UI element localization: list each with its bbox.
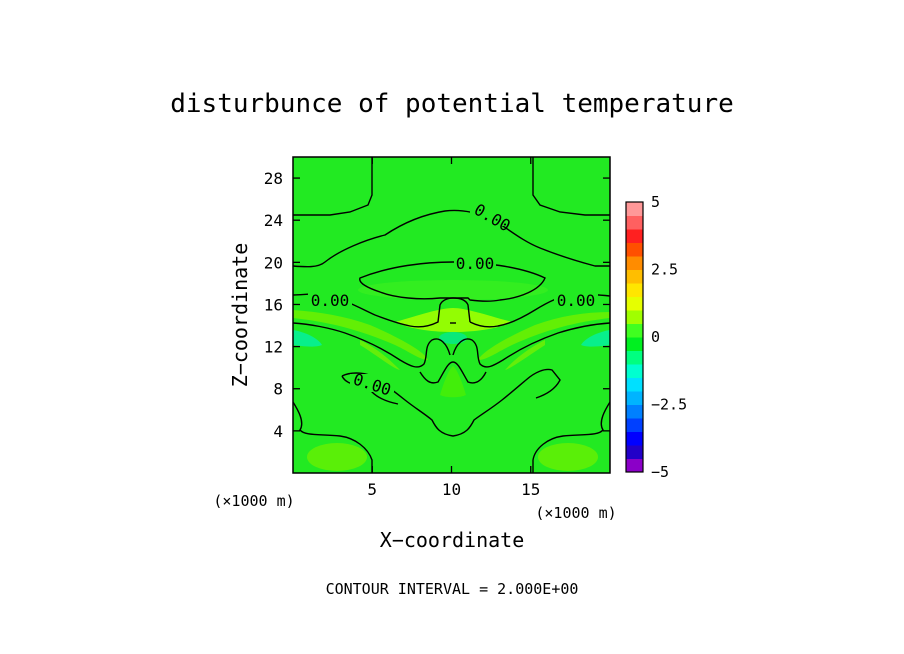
y-tick-label: 12 [264,338,283,357]
contour-label-4: 0.00 [557,291,596,310]
lower-warm-left [360,340,400,370]
y-tick-label: 20 [264,253,283,272]
x-axis-label: X−coordinate [380,528,525,552]
warm-plume [440,366,466,398]
y-tick-label: 8 [273,380,283,399]
contour-top-left-corner [293,157,373,216]
colorbar-swatch [626,323,643,338]
colorbar-swatch [626,202,643,216]
colorbar-swatch [626,377,643,392]
contour-label-bg-1 [470,208,514,226]
x-tick-label: 10 [442,480,461,499]
plot-area: 0.00 0.00 0.00 0.00 0.00 [292,156,611,474]
colorbar-swatch [626,404,643,419]
warm-blob-bottom-right [538,443,598,471]
y-axis-label: Z−coordinate [228,243,252,388]
warm-band-upper [358,280,548,300]
colorbar: 5 2.5 0 −2.5 −5 [625,193,687,481]
colorbar-tick-label: −5 [651,463,669,481]
colorbar-tick-label: 5 [651,193,660,211]
contour-upper-dome [292,209,610,268]
colorbar-frame [625,201,644,473]
colorbar-tick-label: 2.5 [651,261,678,279]
colorbar-swatch [626,283,643,297]
contour-bottom-left [292,401,373,473]
x-axis: 5 10 15 [367,157,540,499]
colorbar-swatch [626,418,643,432]
colorbar-swatch [626,296,643,311]
y-axis: 4 8 12 16 20 24 28 [264,169,610,441]
contour-top-right-corner [532,157,610,216]
cold-patch-right [581,330,610,347]
contour-inner-ellipse [359,261,546,302]
colorbar-swatch [626,364,643,378]
contour-band-lower-right [452,322,611,368]
colorbar-tick-label: 0 [651,328,660,346]
warm-band-right [478,312,610,360]
contour-interval: CONTOUR INTERVAL = 2.000E+00 [326,580,579,598]
contour-lines [292,157,611,473]
cold-patch-left [293,330,322,347]
colorbar-swatch [626,350,643,365]
colorbar-swatch [626,310,643,324]
y-tick-label: 24 [264,211,283,230]
colorbar-swatch [626,458,643,473]
colorbar-swatch [626,215,643,230]
contour-plume [419,361,487,384]
warm-band-left [293,310,428,360]
contour-bottom-right [532,401,611,473]
x-tick-label: 15 [521,480,540,499]
x-tick-label: 5 [367,480,377,499]
colorbar-swatch [626,337,643,351]
contour-label-bg-5 [350,374,394,392]
contour-label-bg-2 [454,254,496,272]
cold-patch-center [439,332,467,344]
contour-band-lower-left [292,322,451,368]
colorbar-swatch [626,242,643,257]
contour-label-3: 0.00 [311,291,350,310]
y-tick-label: 4 [273,422,283,441]
chart-title: disturbunce of potential temperature [170,89,734,119]
warm-blob-bottom-left [307,443,367,471]
contour-label-bg-3 [308,291,352,309]
colorbar-swatch [626,445,643,459]
contour-label-2: 0.00 [456,254,495,273]
y-tick-label: 28 [264,169,283,188]
lower-warm-right [505,340,545,370]
colorbar-tick-label: −2.5 [651,396,687,414]
x-unit-label-left: (×1000 m) [213,492,294,510]
y-tick-label: 16 [264,295,283,314]
contour-label-bg-4 [554,291,598,309]
colorbar-swatch [626,431,643,446]
colorbar-swatch [626,269,643,284]
contour-labels: 0.00 0.00 0.00 0.00 0.00 [308,200,598,400]
colorbar-swatch [626,391,643,405]
colorbar-swatch [626,256,643,270]
x-unit-label-right: (×1000 m) [535,504,616,522]
colorbar-swatch [626,229,643,243]
